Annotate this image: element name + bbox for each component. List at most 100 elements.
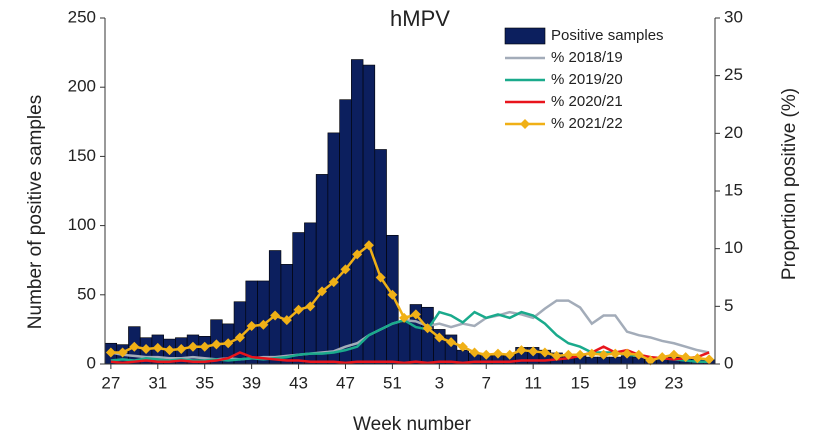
y2-tick-label: 30: [724, 7, 743, 26]
bar: [304, 222, 317, 365]
bar: [351, 59, 364, 365]
bar: [327, 132, 340, 365]
y2-tick-label: 15: [724, 180, 743, 199]
bar: [315, 174, 329, 365]
marker: [305, 301, 316, 312]
marker: [598, 349, 609, 360]
marker: [434, 332, 445, 343]
y2-tick-label: 5: [724, 296, 733, 315]
marker: [258, 319, 269, 330]
marker: [657, 352, 668, 363]
marker: [539, 347, 550, 358]
marker: [199, 341, 210, 352]
chart-title: hMPV: [390, 6, 450, 31]
marker: [492, 348, 503, 359]
x-axis-label: Week number: [353, 414, 472, 435]
marker: [105, 347, 116, 358]
line: [110, 243, 710, 362]
legend-marker: [520, 119, 530, 129]
marker: [340, 264, 351, 275]
marker: [129, 341, 140, 352]
marker: [223, 338, 234, 349]
marker: [633, 349, 644, 360]
y-tick-label: 250: [68, 7, 96, 26]
marker: [668, 349, 679, 360]
x-tick-label: 43: [289, 373, 308, 392]
y-tick-label: 200: [68, 77, 96, 96]
marker: [575, 349, 586, 360]
y-tick-label: 0: [87, 353, 96, 372]
marker: [586, 348, 597, 359]
bar: [362, 64, 376, 365]
marker: [375, 272, 386, 283]
marker: [457, 341, 468, 352]
marker: [293, 304, 304, 315]
marker: [645, 355, 656, 366]
x-tick-label: 23: [664, 373, 683, 392]
y2-tick-label: 10: [724, 238, 743, 257]
legend-label: % 2021/22: [551, 115, 623, 132]
y2-tick-label: 20: [724, 123, 743, 142]
bar: [280, 264, 293, 365]
x-tick-label: 11: [524, 373, 542, 392]
y2-tick-label: 25: [724, 65, 743, 84]
marker: [551, 350, 562, 361]
marker: [504, 349, 515, 360]
marker: [328, 277, 339, 288]
x-tick-label: 15: [571, 373, 590, 392]
marker: [610, 348, 621, 359]
marker: [141, 344, 152, 355]
x-tick-label: 47: [336, 373, 355, 392]
marker: [234, 332, 245, 343]
marker: [363, 240, 374, 251]
marker: [622, 348, 633, 359]
bar: [339, 99, 352, 365]
y-axis-label: Number of positive samples: [25, 95, 46, 329]
marker: [246, 320, 257, 331]
marker: [352, 249, 363, 260]
x-tick-label: 31: [148, 373, 167, 392]
marker: [563, 349, 574, 360]
legend-label: % 2018/19: [551, 49, 623, 66]
legend-label: % 2020/21: [551, 93, 623, 110]
y-tick-label: 150: [68, 146, 96, 165]
bar: [268, 250, 282, 365]
marker: [680, 352, 691, 363]
x-tick-label: 7: [482, 373, 491, 392]
legend-label: % 2019/20: [551, 71, 623, 88]
marker: [164, 345, 175, 356]
marker: [399, 312, 410, 323]
bar: [292, 232, 305, 365]
marker: [422, 323, 433, 334]
y-tick-label: 100: [68, 215, 96, 234]
marker: [528, 346, 539, 357]
marker: [481, 349, 492, 360]
marker: [270, 310, 281, 321]
marker: [211, 339, 222, 350]
x-tick-label: 19: [618, 373, 637, 392]
marker: [410, 309, 421, 320]
x-tick-label: 39: [242, 373, 261, 392]
y2-tick-label: 0: [724, 353, 733, 372]
marker: [317, 286, 328, 297]
marker: [704, 354, 715, 365]
x-tick-label: 3: [435, 373, 444, 392]
bar: [397, 322, 411, 365]
marker: [516, 345, 527, 356]
marker: [387, 289, 398, 300]
x-tick-label: 51: [383, 373, 402, 392]
marker: [176, 344, 187, 355]
x-tick-label: 27: [101, 373, 120, 392]
marker: [187, 341, 198, 352]
marker: [117, 347, 128, 358]
marker: [469, 347, 480, 358]
marker: [446, 337, 457, 348]
y-tick-label: 50: [77, 284, 96, 303]
x-tick-label: 35: [195, 373, 214, 392]
marker: [281, 315, 292, 326]
bar: [421, 306, 434, 365]
line: [110, 345, 710, 365]
legend-label: Positive samples: [551, 27, 664, 44]
y2-axis-label: Proportion positive (%): [779, 88, 800, 280]
